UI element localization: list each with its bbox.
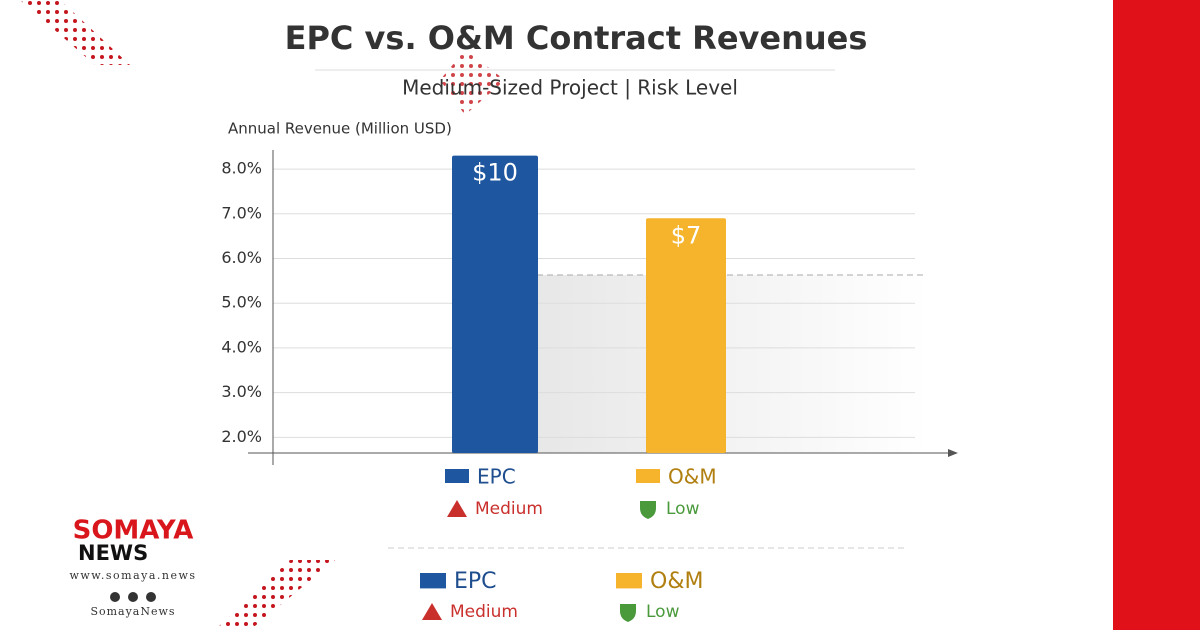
y-tick-label: 3.0% bbox=[221, 382, 262, 401]
dot-decoration bbox=[440, 50, 505, 115]
warning-icon bbox=[447, 500, 467, 517]
y-tick-label: 4.0% bbox=[221, 337, 262, 356]
y-tick-label: 5.0% bbox=[221, 293, 262, 312]
legend-swatch bbox=[445, 469, 469, 483]
risk-label: Medium bbox=[475, 499, 543, 519]
risk-label: Low bbox=[646, 602, 680, 622]
shield-icon bbox=[640, 501, 656, 519]
side-strip bbox=[1113, 0, 1200, 630]
bar-annotation: $7 bbox=[671, 221, 702, 249]
legend-swatch bbox=[420, 573, 446, 589]
x-axis-arrow bbox=[948, 449, 958, 457]
dot-decoration bbox=[20, 0, 130, 65]
legend-label: O&M bbox=[668, 465, 717, 489]
y-tick-label: 8.0% bbox=[221, 159, 262, 178]
social-icon bbox=[128, 592, 138, 602]
y-tick-label: 6.0% bbox=[221, 248, 262, 267]
social-icon bbox=[110, 592, 120, 602]
bar-annotation: $10 bbox=[472, 159, 518, 187]
shield-icon bbox=[620, 604, 636, 622]
risk-label: Medium bbox=[450, 602, 518, 622]
y-tick-label: 2.0% bbox=[221, 427, 262, 446]
legend-label: EPC bbox=[477, 465, 516, 489]
legend-label: O&M bbox=[650, 569, 703, 594]
warning-icon bbox=[422, 603, 442, 620]
brand-sub: NEWS bbox=[78, 541, 148, 565]
legend-swatch bbox=[616, 573, 642, 589]
shaded-band bbox=[537, 275, 927, 453]
chart-subtitle: Medium-Sized Project | Risk Level bbox=[402, 76, 738, 100]
social-icon bbox=[146, 592, 156, 602]
brand-name: SOMAYA bbox=[73, 516, 194, 546]
chart-title: EPC vs. O&M Contract Revenues bbox=[285, 19, 868, 57]
brand-handle: SomayaNews bbox=[90, 605, 175, 618]
legend-label: EPC bbox=[454, 569, 497, 594]
legend-swatch bbox=[636, 469, 660, 483]
y-axis-label: Annual Revenue (Million USD) bbox=[228, 120, 452, 138]
bar bbox=[646, 218, 726, 453]
brand-url: www.somaya.news bbox=[69, 569, 196, 582]
y-tick-label: 7.0% bbox=[221, 203, 262, 222]
bar bbox=[452, 155, 538, 453]
dot-decoration bbox=[215, 560, 335, 630]
risk-label: Low bbox=[666, 499, 700, 519]
